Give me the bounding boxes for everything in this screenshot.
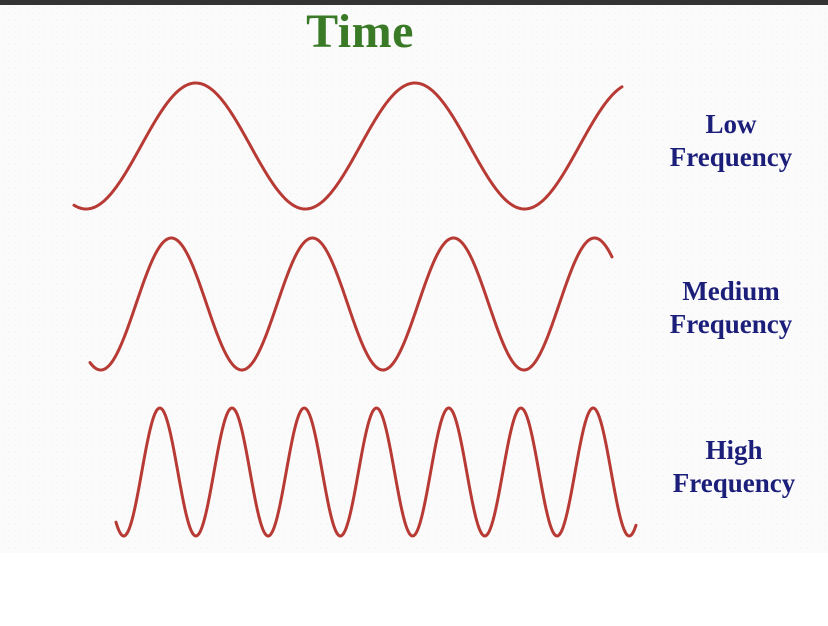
- window-top-border: [0, 0, 828, 5]
- label-high-line1: High: [705, 435, 763, 465]
- wave-high-frequency: [114, 406, 638, 538]
- label-low-line2: Frequency: [669, 142, 793, 172]
- diagram-title: Time: [306, 5, 414, 58]
- label-high-frequency: High Frequency: [650, 434, 818, 500]
- label-medium-line1: Medium: [682, 276, 780, 306]
- label-medium-line2: Frequency: [669, 309, 793, 339]
- wave-medium-frequency: [88, 236, 614, 372]
- diagram-panel: [0, 5, 828, 553]
- label-low-line1: Low: [705, 109, 757, 139]
- label-medium-frequency: Medium Frequency: [648, 275, 814, 341]
- label-high-line2: Frequency: [672, 468, 796, 498]
- label-low-frequency: Low Frequency: [648, 108, 814, 174]
- wave-low-frequency: [72, 81, 624, 211]
